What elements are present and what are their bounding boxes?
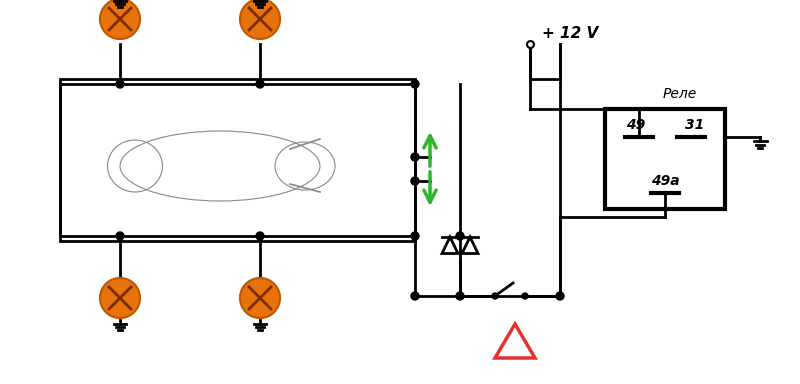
Text: 49: 49 — [626, 118, 646, 132]
Text: 49a: 49a — [650, 174, 679, 188]
Circle shape — [116, 80, 124, 88]
Circle shape — [411, 232, 419, 240]
Circle shape — [456, 292, 464, 300]
Ellipse shape — [240, 0, 280, 39]
Circle shape — [456, 232, 464, 240]
Circle shape — [492, 293, 498, 299]
Circle shape — [256, 80, 264, 88]
Bar — [60, 79, 415, 241]
Circle shape — [411, 153, 419, 161]
Text: + 12 V: + 12 V — [542, 26, 598, 41]
Circle shape — [522, 293, 528, 299]
Text: 31: 31 — [685, 118, 704, 132]
Circle shape — [116, 232, 124, 240]
Text: Реле: Реле — [662, 87, 697, 101]
Circle shape — [556, 292, 564, 300]
Circle shape — [411, 177, 419, 185]
Circle shape — [411, 292, 419, 300]
Ellipse shape — [240, 278, 280, 318]
Circle shape — [256, 232, 264, 240]
Ellipse shape — [100, 0, 140, 39]
Bar — [605, 109, 725, 209]
Ellipse shape — [100, 278, 140, 318]
Circle shape — [411, 80, 419, 88]
